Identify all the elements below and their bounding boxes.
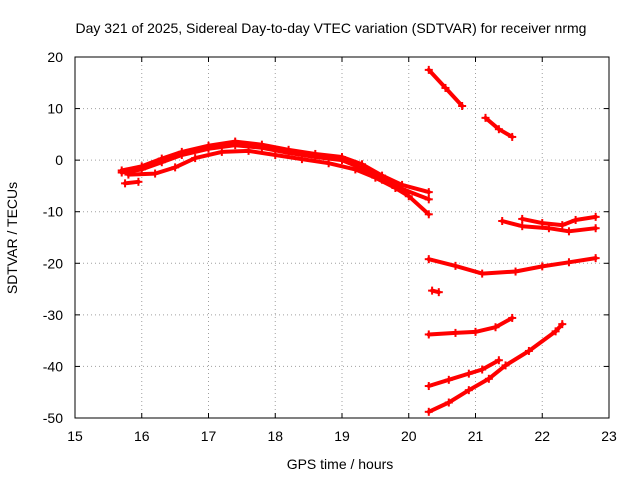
data-point [501, 361, 510, 370]
data-point [424, 330, 433, 339]
data-point [558, 221, 567, 230]
y-tick-label: -40 [43, 358, 63, 374]
data-point [538, 219, 547, 228]
data-point [464, 369, 473, 378]
x-axis-label: GPS time / hours [287, 456, 394, 472]
data-point [571, 215, 580, 224]
data-point [518, 222, 527, 231]
data-point [231, 141, 240, 150]
data-point [124, 170, 133, 179]
data-point [424, 382, 433, 391]
data-point [444, 398, 453, 407]
data-point [134, 177, 143, 186]
data-point [191, 154, 200, 163]
data-point [444, 375, 453, 384]
data-point [484, 374, 493, 383]
y-tick-label: -50 [43, 410, 63, 426]
data-point [424, 188, 433, 197]
data-point [538, 262, 547, 271]
data-point [171, 163, 180, 172]
data-point [177, 150, 186, 159]
data-point [117, 168, 126, 177]
y-axis-label: SDTVAR / TECUs [4, 182, 20, 294]
x-tick-label: 23 [601, 428, 617, 444]
data-point [391, 183, 400, 192]
y-tick-label: 20 [47, 49, 63, 65]
data-point [511, 267, 520, 276]
y-tick-label: 0 [55, 152, 63, 168]
data-point [591, 224, 600, 233]
data-point [434, 288, 443, 297]
data-point [508, 132, 517, 141]
x-tick-label: 21 [468, 428, 484, 444]
data-point [157, 158, 166, 167]
data-point [257, 143, 266, 152]
data-point [518, 214, 527, 223]
data-point [471, 327, 480, 336]
data-point [478, 365, 487, 374]
data-point [524, 346, 533, 355]
data-point [217, 147, 226, 156]
series-sat-a-upper [119, 139, 431, 195]
x-tick-label: 20 [401, 428, 417, 444]
data-point [404, 192, 413, 201]
data-point [151, 169, 160, 178]
data-point [428, 286, 437, 295]
data-point [494, 125, 503, 134]
data-point [324, 159, 333, 168]
data-point [564, 227, 573, 236]
y-tick-label: -20 [43, 255, 63, 271]
data-point [244, 146, 253, 155]
chart-title: Day 321 of 2025, Sidereal Day-to-day VTE… [76, 20, 587, 36]
x-tick-label: 16 [134, 428, 150, 444]
data-point [558, 320, 567, 329]
data-point [424, 210, 433, 219]
data-point [551, 327, 560, 336]
data-point [591, 212, 600, 221]
data-point [478, 269, 487, 278]
x-tick-label: 17 [201, 428, 217, 444]
series-sat-a-lower [126, 148, 431, 217]
grid [75, 57, 609, 418]
data-point [458, 101, 467, 110]
data-point [424, 65, 433, 74]
data-point [424, 255, 433, 264]
data-point [297, 155, 306, 164]
y-tick-label: 10 [47, 101, 63, 117]
x-tick-label: 19 [334, 428, 350, 444]
series-sat-k [520, 214, 598, 228]
data-point [441, 83, 450, 92]
data-series [117, 65, 600, 416]
data-point [371, 173, 380, 182]
data-point [464, 386, 473, 395]
data-point [491, 323, 500, 332]
data-point [591, 254, 600, 263]
data-point [481, 113, 490, 122]
data-point [424, 195, 433, 204]
data-point [508, 313, 517, 322]
y-tick-label: -10 [43, 204, 63, 220]
series-sat-g [426, 316, 515, 337]
data-point [498, 216, 507, 225]
series-sat-i [426, 322, 565, 414]
data-point [121, 179, 130, 188]
data-point [204, 144, 213, 153]
data-point [494, 356, 503, 365]
data-point [338, 156, 346, 165]
data-point [424, 407, 433, 416]
data-point [351, 165, 360, 174]
x-tick-label: 15 [67, 428, 83, 444]
x-tick-label: 18 [267, 428, 283, 444]
axis-ticks: 15 16 17 18 19 20 21 22 23 -50 -40 -30 -20 -10 0 10 20 [43, 49, 617, 444]
data-point [137, 165, 146, 174]
data-point [271, 150, 280, 159]
data-point [564, 258, 573, 267]
x-tick-label: 22 [534, 428, 550, 444]
y-tick-label: -30 [43, 307, 63, 323]
data-point [451, 261, 460, 270]
data-point [451, 328, 460, 337]
